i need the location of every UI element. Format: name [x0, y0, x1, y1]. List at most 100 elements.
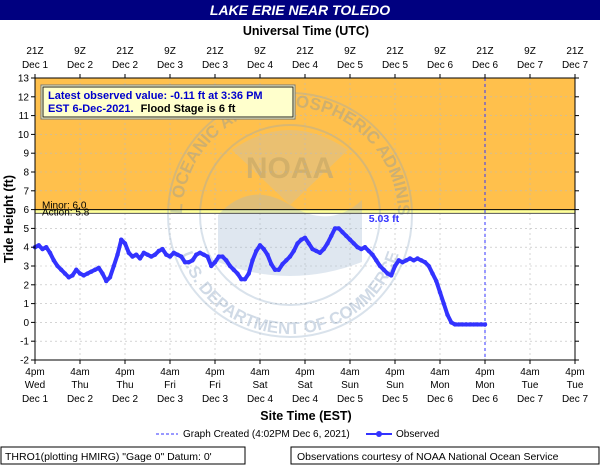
observed-point: [404, 258, 409, 263]
bottom-tick-day: Fri: [164, 380, 176, 391]
observed-point: [317, 250, 323, 256]
observed-point: [269, 261, 274, 267]
observed-point: [44, 245, 49, 250]
bottom-tick-day: Mon: [430, 380, 449, 391]
top-tick-date: Dec 3: [157, 60, 184, 71]
observed-point: [55, 263, 60, 269]
y-tick-label: -1: [20, 337, 29, 348]
observed-point: [381, 267, 386, 272]
observed-point: [336, 226, 341, 231]
bottom-tick-date: Dec 2: [67, 394, 94, 405]
bottom-tick-date: Dec 3: [157, 394, 184, 405]
observed-point: [152, 252, 158, 257]
observed-point: [374, 258, 379, 263]
bottom-tick-date: Dec 6: [427, 394, 454, 405]
top-tick-time: 9Z: [524, 46, 536, 57]
observed-point: [445, 312, 450, 318]
top-tick-date: Dec 2: [112, 60, 139, 71]
observed-point: [145, 252, 150, 257]
y-tick-label: 5: [23, 224, 29, 235]
observed-point: [167, 254, 173, 259]
observed-point: [415, 256, 420, 261]
observed-point: [149, 254, 154, 259]
observed-point: [449, 320, 454, 325]
observed-point: [115, 252, 120, 257]
observed-point: [280, 261, 285, 267]
top-tick-date: Dec 2: [67, 60, 94, 71]
bottom-tick-date: Dec 7: [517, 394, 544, 405]
top-tick-date: Dec 4: [292, 60, 319, 71]
bottom-tick-date: Dec 4: [247, 394, 274, 405]
y-tick-label: 12: [18, 92, 30, 103]
top-tick-time: 21Z: [386, 46, 403, 57]
y-tick-label: 3: [23, 262, 29, 273]
observed-point: [419, 258, 424, 263]
top-tick-time: 21Z: [26, 46, 43, 57]
observed-point: [340, 229, 345, 235]
observed-point: [366, 248, 371, 254]
flood-stage-value-text: Flood Stage is 6 ft: [141, 103, 236, 115]
observed-point: [66, 275, 71, 280]
observed-point: [197, 250, 203, 256]
observed-point: [137, 256, 143, 261]
y-tick-label: 2: [23, 280, 29, 291]
top-tick-time: 21Z: [296, 46, 313, 57]
observed-point: [329, 233, 334, 239]
observed-point: [81, 273, 86, 278]
top-tick-time: 21Z: [116, 46, 133, 57]
observed-point: [452, 322, 458, 327]
observed-point: [370, 252, 375, 257]
y-tick-label: 10: [18, 130, 30, 141]
observed-point: [212, 260, 218, 265]
observed-point: [351, 241, 356, 246]
y-tick-label: 1: [23, 299, 29, 310]
latest-date-text: EST 6-Dec-2021.: [48, 103, 134, 115]
observed-point: [344, 233, 349, 239]
observed-point: [164, 252, 169, 257]
action-stage-zone: [35, 209, 575, 214]
observed-point: [175, 252, 180, 257]
observed-point: [460, 322, 465, 327]
top-tick-date: Dec 7: [562, 60, 589, 71]
observed-point: [51, 258, 56, 263]
observed-point: [265, 252, 270, 257]
action-stage-label: Action: 5.8: [42, 207, 90, 218]
bottom-tick-time: 4pm: [115, 367, 134, 378]
observed-point: [310, 246, 315, 252]
observed-point: [85, 271, 90, 276]
observed-point: [74, 267, 79, 272]
observed-point: [89, 269, 94, 274]
legend-observed-marker: [376, 431, 382, 437]
bottom-tick-date: Dec 1: [22, 394, 49, 405]
chart-title: LAKE ERIE NEAR TOLEDO: [210, 2, 390, 18]
top-tick-time: 21Z: [566, 46, 583, 57]
observed-point: [411, 258, 416, 263]
observed-point: [227, 263, 233, 269]
observed-point: [284, 258, 289, 263]
observed-point: [59, 267, 64, 272]
bottom-tick-day: Mon: [475, 380, 494, 391]
bottom-tick-time: 4pm: [565, 367, 584, 378]
bottom-tick-time: 4pm: [295, 367, 314, 378]
observed-point: [171, 250, 176, 256]
observed-point: [306, 241, 311, 246]
bottom-tick-day: Sat: [252, 380, 267, 391]
top-tick-time: 21Z: [476, 46, 493, 57]
legend-observed: Observed: [396, 429, 439, 440]
x-axis-title: Site Time (EST): [260, 409, 351, 423]
latest-observed-text: Latest observed value: -0.11 ft at 3:36 …: [48, 90, 263, 102]
y-tick-label: 9: [23, 149, 29, 160]
bottom-x-axis-ticks: 4pm Wed Dec 1 4am Thu Dec 2 4pm Thu Dec 2 4am Fri D…: [22, 360, 588, 405]
y-tick-label: 0: [23, 318, 29, 329]
bottom-tick-day: Thu: [71, 380, 88, 391]
observed-point: [36, 243, 41, 248]
bottom-tick-date: Dec 5: [337, 394, 364, 405]
top-x-axis-ticks: 21Z Dec 1 9Z Dec 2 21Z Dec 2 9Z Dec 3 21Z Dec 3 9Z…: [22, 46, 589, 78]
observed-point: [389, 273, 394, 278]
observed-point: [434, 278, 439, 284]
observed-point: [325, 241, 330, 246]
observed-point: [141, 250, 146, 256]
observed-point: [396, 258, 401, 263]
observed-point: [295, 241, 300, 246]
